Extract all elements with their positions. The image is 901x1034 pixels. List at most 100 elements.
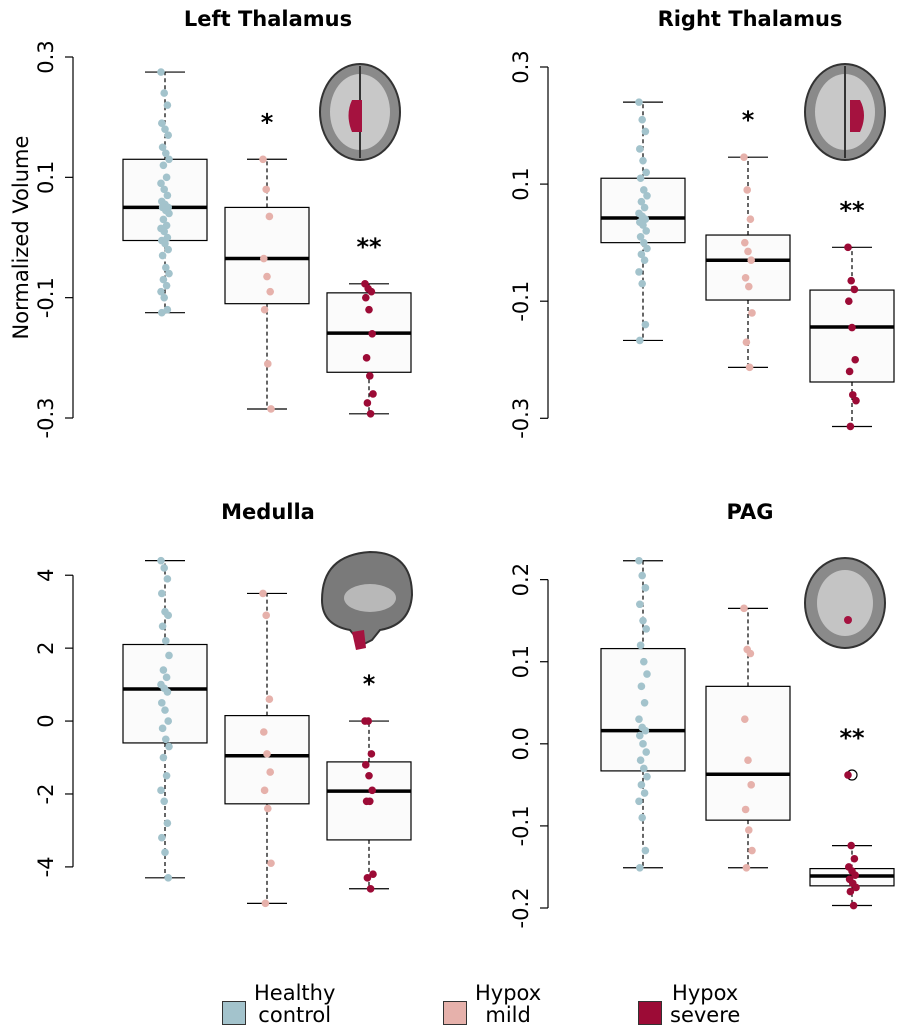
data-point [746, 364, 754, 372]
data-point [162, 735, 170, 743]
data-point [851, 855, 859, 863]
brain-axial-right [805, 64, 885, 160]
significance-label: ** [356, 233, 382, 261]
y-tick-label: -4 [34, 856, 58, 877]
box-group [123, 68, 207, 316]
data-point [635, 797, 643, 805]
data-point [639, 157, 647, 165]
significance-label: ** [839, 196, 865, 224]
data-point [266, 695, 274, 703]
data-point [741, 715, 749, 723]
data-point [263, 750, 271, 758]
data-point [164, 612, 172, 620]
box [810, 290, 894, 382]
y-tick-label: 0 [34, 714, 58, 727]
data-point [266, 213, 274, 221]
data-point [847, 888, 855, 896]
data-point [364, 399, 372, 407]
data-point [742, 274, 750, 282]
data-point [641, 204, 649, 212]
significance-label: * [742, 106, 755, 134]
data-point [165, 743, 173, 751]
legend-label: Healthy control [254, 982, 335, 1026]
y-tick-label: 0.1 [34, 161, 58, 194]
legend-label: Hypox severe [670, 982, 740, 1026]
y-tick-label: 4 [34, 569, 58, 582]
data-point [642, 321, 650, 329]
legend-item: Healthy control [222, 982, 335, 1026]
data-point [847, 277, 855, 285]
data-point [643, 192, 651, 200]
data-point [158, 699, 166, 707]
data-point [165, 210, 173, 218]
data-point [845, 297, 853, 305]
data-point [260, 255, 268, 263]
data-point [747, 781, 755, 789]
data-point [365, 306, 373, 314]
data-point [366, 797, 374, 805]
data-point [160, 564, 168, 572]
data-point [846, 368, 854, 376]
data-point [635, 268, 643, 276]
page: {"legend": [ {"name": "Healthy control",… [0, 0, 901, 1034]
data-point [159, 725, 167, 733]
data-point [748, 847, 756, 855]
data-point [636, 864, 644, 872]
y-tick-label: -0.1 [509, 805, 533, 846]
data-point [636, 145, 644, 153]
data-point [851, 356, 859, 364]
y-tick-label: 2 [34, 641, 58, 654]
data-point [161, 706, 169, 714]
data-point [262, 900, 270, 908]
data-point [363, 354, 371, 362]
data-point [164, 246, 172, 254]
data-point [158, 834, 166, 842]
y-tick-label: -0.1 [509, 281, 533, 322]
data-point [259, 590, 267, 598]
data-point [639, 740, 647, 748]
data-point [365, 772, 373, 780]
data-point [747, 215, 755, 223]
data-point [744, 248, 752, 256]
box-group: * [706, 106, 790, 371]
box-group [225, 590, 309, 907]
data-point [639, 617, 647, 625]
data-point [638, 781, 646, 789]
data-point [162, 637, 170, 645]
box-group [601, 98, 685, 344]
box-group: ** [327, 233, 411, 418]
data-point [262, 612, 270, 620]
data-point [259, 155, 267, 163]
data-point [267, 405, 275, 413]
data-point [745, 826, 753, 834]
data-point [747, 650, 755, 658]
brain-axial-left [320, 64, 400, 160]
data-point [158, 590, 166, 598]
data-point [635, 715, 643, 723]
data-point [160, 754, 168, 762]
data-point [368, 330, 376, 338]
data-point [261, 306, 269, 314]
box-group [601, 557, 685, 872]
data-point [643, 773, 651, 781]
data-point [743, 186, 751, 194]
data-point [157, 68, 165, 76]
data-point [369, 390, 377, 398]
data-point [160, 666, 168, 674]
data-point [164, 575, 172, 583]
box [706, 235, 790, 300]
data-point [743, 338, 751, 346]
chart-title: Left Thalamus [184, 7, 352, 31]
data-point [164, 874, 172, 882]
data-point [636, 732, 644, 740]
data-point [641, 789, 649, 797]
data-point [844, 771, 852, 779]
chart-title: Right Thalamus [658, 7, 843, 31]
data-point [636, 337, 644, 345]
data-point [642, 748, 650, 756]
data-point [164, 192, 172, 200]
data-point [642, 227, 650, 235]
data-point [264, 805, 272, 813]
significance-label: ** [839, 724, 865, 752]
